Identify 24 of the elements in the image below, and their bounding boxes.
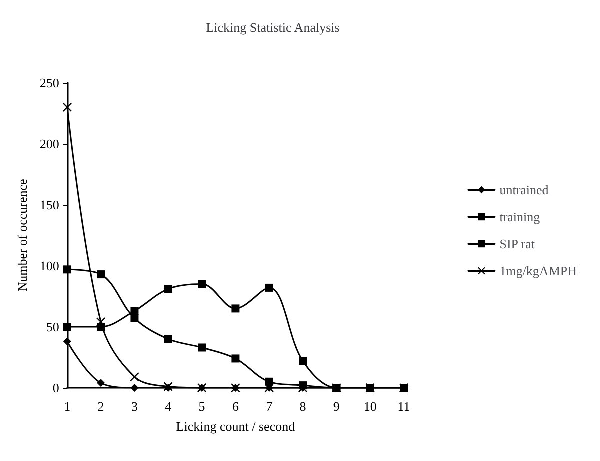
legend-label: training	[500, 210, 541, 224]
legend-label: 1mg/kgAMPH	[500, 264, 578, 278]
legend-label: untrained	[500, 182, 550, 198]
x-tick-label: 8	[300, 399, 306, 414]
y-tick-label: 0	[52, 380, 60, 396]
x-tick-label: 4	[165, 399, 172, 414]
y-tick-label: 100	[40, 258, 60, 274]
x-tick-label: 6	[232, 399, 240, 414]
x-tick-label: 11	[398, 399, 410, 414]
x-tick-label: 3	[131, 399, 138, 414]
x-tick-label: 2	[98, 399, 104, 414]
x-tick-label: 9	[333, 399, 340, 414]
x-tick-label: 5	[198, 399, 206, 414]
legend-label: SIP rat	[500, 236, 536, 252]
chart-title: Licking Statistic Analysis	[206, 20, 340, 35]
y-axis-title: Number of occurence	[15, 178, 30, 292]
x-tick-label: 1	[64, 399, 71, 414]
x-axis-title: Licking count / second	[176, 419, 296, 434]
y-tick-label: 250	[40, 76, 60, 90]
y-tick-label: 50	[46, 320, 60, 334]
y-tick-label: 200	[40, 136, 60, 152]
x-tick-label: 10	[364, 399, 377, 414]
x-tick-label: 7	[266, 399, 274, 414]
y-tick-label: 150	[40, 198, 60, 212]
